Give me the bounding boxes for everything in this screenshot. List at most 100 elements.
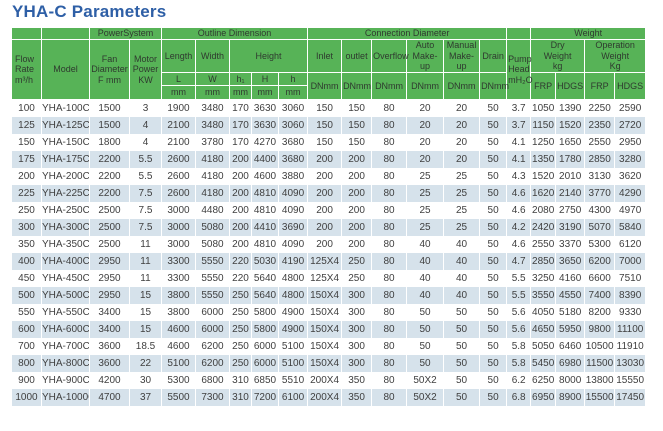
- cell-inlet: 150X4: [307, 320, 343, 338]
- cell-dry-weight-frp: 1050: [530, 99, 557, 117]
- header-dim-w: W: [195, 72, 230, 86]
- cell-dry-weight-hdgs: 6980: [555, 354, 586, 372]
- cell-h: 4190: [277, 252, 309, 270]
- cell-pump-head: 5.8: [506, 354, 532, 372]
- cell-manual-make-up: 25: [443, 184, 481, 202]
- cell-drain: 50: [479, 116, 508, 134]
- cell-motor-power: 3: [129, 99, 162, 117]
- cell-auto-make-up: 25: [406, 201, 445, 219]
- cell-flow-rate: 400: [11, 252, 42, 270]
- cell-operation-weight-frp: 2550: [584, 133, 616, 151]
- cell-flow-rate: 450: [11, 269, 42, 287]
- cell-inlet: 200: [307, 201, 343, 219]
- cell-drain: 50: [479, 218, 508, 236]
- cell-operation-weight-hdgs: 2590: [614, 99, 647, 117]
- header-motor-power: Motor Power KW: [129, 39, 162, 100]
- cell-flow-rate: 800: [11, 354, 42, 372]
- cell-outlet: 200: [341, 235, 373, 253]
- cell-h: 3060: [277, 99, 309, 117]
- cell-outlet: 250: [341, 269, 373, 287]
- cell-drain: 50: [479, 252, 508, 270]
- cell-width: 6000: [195, 303, 230, 321]
- cell-outlet: 150: [341, 133, 373, 151]
- cell-flow-rate: 300: [11, 218, 42, 236]
- cell-width: 6000: [195, 320, 230, 338]
- cell-h: 3680: [277, 133, 309, 151]
- cell-manual-make-up: 40: [443, 269, 481, 287]
- cell-auto-make-up: 20: [406, 99, 445, 117]
- cell-dry-weight-frp: 6250: [530, 371, 557, 389]
- cell-h: 4090: [277, 201, 309, 219]
- cell-inlet: 200X4: [307, 371, 343, 389]
- cell-model: YHA-100C: [41, 99, 90, 117]
- cell-outlet: 200: [341, 184, 373, 202]
- cell-fan-diameter: 3400: [89, 320, 130, 338]
- group-outline-dimension: Outline Dimension: [160, 27, 309, 40]
- cell-h-overall: 5640: [251, 269, 279, 287]
- cell-flow-rate: 200: [11, 167, 42, 185]
- cell-motor-power: 4: [129, 116, 162, 134]
- cell-h: 3060: [277, 116, 309, 134]
- cell-drain: 50: [479, 388, 508, 406]
- cell-h1: 250: [229, 303, 252, 321]
- cell-inlet: 150: [307, 133, 343, 151]
- cell-length: 2600: [161, 150, 196, 168]
- cell-motor-power: 18.5: [129, 337, 162, 355]
- cell-width: 5550: [195, 286, 230, 304]
- cell-flow-rate: 550: [11, 303, 42, 321]
- cell-drain: 50: [479, 269, 508, 287]
- cell-motor-power: 15: [129, 320, 162, 338]
- cell-overflow: 80: [371, 133, 408, 151]
- cell-h-overall: 4600: [251, 167, 279, 185]
- cell-h1: 310: [229, 371, 252, 389]
- cell-overflow: 80: [371, 150, 408, 168]
- cell-h: 5510: [277, 371, 309, 389]
- cell-h: 4090: [277, 184, 309, 202]
- cell-h1: 200: [229, 235, 252, 253]
- page-title: YHA-C Parameters: [12, 2, 167, 21]
- cell-model: YHA-200C: [41, 167, 90, 185]
- cell-operation-weight-hdgs: 13030: [614, 354, 647, 372]
- cell-dry-weight-hdgs: 3650: [555, 252, 586, 270]
- cell-h-overall: 4810: [251, 235, 279, 253]
- table-row: 225 YHA-225C 2200 7.5 2600 4180 200 4810 4090 200…: [11, 184, 647, 202]
- cell-width: 6200: [195, 337, 230, 355]
- cell-dry-weight-hdgs: 1650: [555, 133, 586, 151]
- cell-dry-weight-frp: 1350: [530, 150, 557, 168]
- header-spacer-pump: [506, 27, 532, 40]
- cell-motor-power: 7.5: [129, 218, 162, 236]
- cell-manual-make-up: 20: [443, 99, 481, 117]
- cell-operation-weight-frp: 6600: [584, 269, 616, 287]
- cell-width: 6200: [195, 354, 230, 372]
- header-dry-hdgs: HDGS: [555, 72, 586, 100]
- cell-fan-diameter: 2200: [89, 167, 130, 185]
- table-row: 300 YHA-300C 2500 7.5 3000 5080 200 4410 3690 200…: [11, 218, 647, 236]
- table-row: 250 YHA-250C 2500 7.5 3000 4480 200 4810 4090 200…: [11, 201, 647, 219]
- cell-model: YHA-300C: [41, 218, 90, 236]
- cell-pump-head: 4.6: [506, 184, 532, 202]
- cell-operation-weight-frp: 5070: [584, 218, 616, 236]
- cell-auto-make-up: 50: [406, 320, 445, 338]
- cell-operation-weight-hdgs: 15550: [614, 371, 647, 389]
- cell-h: 6100: [277, 388, 309, 406]
- cell-motor-power: 7.5: [129, 184, 162, 202]
- cell-drain: 50: [479, 303, 508, 321]
- cell-pump-head: 4.2: [506, 218, 532, 236]
- cell-pump-head: 3.7: [506, 99, 532, 117]
- cell-dry-weight-frp: 4050: [530, 303, 557, 321]
- cell-manual-make-up: 20: [443, 133, 481, 151]
- cell-length: 3800: [161, 286, 196, 304]
- cell-auto-make-up: 25: [406, 167, 445, 185]
- header-dn-inlet: DNmm: [307, 72, 343, 100]
- cell-operation-weight-hdgs: 7510: [614, 269, 647, 287]
- cell-dry-weight-frp: 2420: [530, 218, 557, 236]
- header-unit-mm-h-overall: mm: [251, 85, 279, 100]
- header-dim-h-overall: H: [251, 72, 279, 86]
- header-fan-diameter: Fan Diameter F mm: [89, 39, 130, 100]
- table-row: 150 YHA-150C 1800 4 2100 3780 170 4270 3680 150 15…: [11, 133, 647, 151]
- cell-dry-weight-hdgs: 8900: [555, 388, 586, 406]
- cell-operation-weight-frp: 2850: [584, 150, 616, 168]
- cell-outlet: 250: [341, 252, 373, 270]
- cell-overflow: 80: [371, 184, 408, 202]
- cell-operation-weight-frp: 8200: [584, 303, 616, 321]
